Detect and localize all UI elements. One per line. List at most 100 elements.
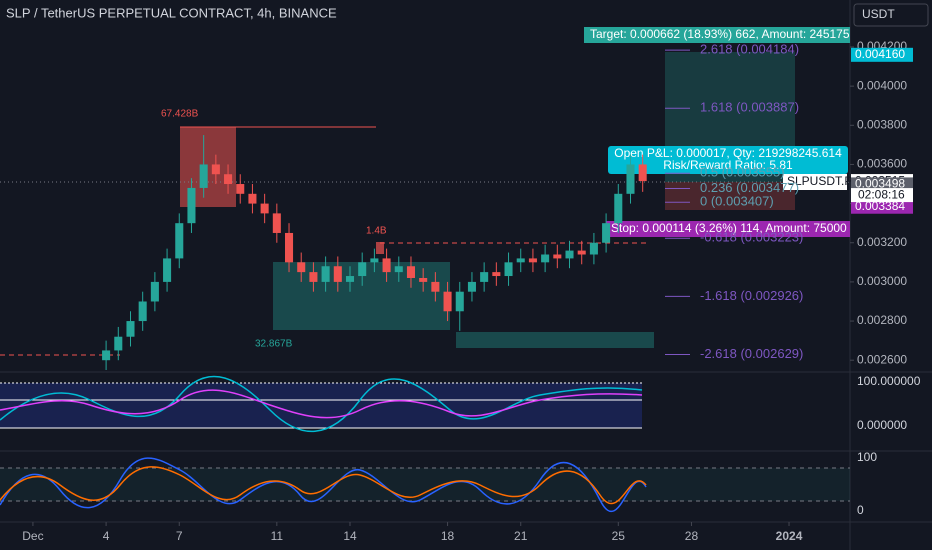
candle-body bbox=[126, 321, 135, 337]
candle-body bbox=[370, 258, 379, 263]
stop-zone bbox=[665, 182, 795, 210]
candle-body bbox=[211, 164, 220, 175]
candle-body bbox=[394, 266, 403, 273]
pane2-tick: 0 bbox=[857, 503, 864, 517]
y-tick-label: 0.003600 bbox=[857, 157, 907, 171]
candle-body bbox=[419, 277, 428, 282]
candle-body bbox=[406, 266, 415, 278]
fib-label: -2.618 (0.002629) bbox=[700, 346, 803, 361]
y-tick-label: 0.004000 bbox=[857, 78, 907, 92]
candle-body bbox=[309, 272, 318, 282]
currency-label[interactable]: USDT bbox=[862, 7, 895, 21]
candle-body bbox=[602, 223, 611, 243]
currency-button[interactable] bbox=[853, 3, 929, 27]
chart-title: SLP / TetherUS PERPETUAL CONTRACT, 4h, B… bbox=[6, 5, 337, 20]
oscillator-line bbox=[0, 389, 643, 419]
candle-body bbox=[358, 262, 367, 277]
y-tick-label: 0.003800 bbox=[857, 117, 907, 131]
fib-label: 2.618 (0.004184) bbox=[700, 42, 799, 57]
volume-label: 32.867B bbox=[255, 339, 293, 350]
candle-body bbox=[492, 272, 501, 277]
y-tick-label: 0.002800 bbox=[857, 313, 907, 327]
stop-label: Stop: 0.000114 (3.26%) 114, Amount: 7500… bbox=[611, 221, 847, 235]
volume-label: 1.4B bbox=[366, 226, 387, 237]
candle-body bbox=[236, 184, 245, 194]
pnl-badge bbox=[608, 146, 848, 174]
candle-body bbox=[224, 174, 233, 185]
countdown-badge bbox=[851, 188, 913, 203]
candle-body bbox=[138, 301, 147, 322]
candle-body bbox=[285, 232, 294, 263]
oscillator-band bbox=[0, 383, 642, 428]
target-badge bbox=[584, 27, 850, 43]
stop-badge bbox=[606, 221, 850, 237]
candle-body bbox=[150, 281, 159, 302]
candle-body bbox=[345, 276, 355, 282]
price-badge bbox=[851, 47, 913, 62]
pane1-tick: 100.000000 bbox=[857, 374, 921, 388]
candle-body bbox=[175, 223, 184, 259]
fib-label: 0.236 (0.003477) bbox=[700, 180, 799, 195]
candle-body bbox=[272, 213, 281, 233]
candle-body bbox=[102, 350, 111, 361]
y-tick-label: 0.003200 bbox=[857, 235, 907, 249]
x-tick-label: Dec bbox=[22, 529, 43, 543]
x-tick-label: 25 bbox=[612, 529, 626, 543]
y-tick-label: 0.003000 bbox=[857, 274, 907, 288]
fib-label: 0 (0.003407) bbox=[700, 194, 774, 209]
candle-body bbox=[504, 262, 513, 277]
x-tick-label: 4 bbox=[103, 529, 110, 543]
candle-body bbox=[589, 242, 598, 255]
x-tick-label: 28 bbox=[685, 529, 699, 543]
candle-body bbox=[528, 258, 537, 263]
fib-label: -1.618 (0.002926) bbox=[700, 288, 803, 303]
fib-label: 1.618 (0.003887) bbox=[700, 100, 799, 115]
candle-body bbox=[577, 250, 586, 255]
volume-label: 67.428B bbox=[161, 109, 199, 120]
candle-body bbox=[443, 291, 452, 312]
candle-body bbox=[638, 164, 647, 182]
stoch-band bbox=[0, 468, 850, 501]
candle-body bbox=[199, 164, 208, 188]
pnl-label: Open P&L: 0.000017, Qty: 219298245.614 bbox=[614, 146, 842, 160]
volume-profile-box bbox=[456, 332, 654, 348]
symbol-badge bbox=[783, 174, 847, 190]
target-label: Target: 0.000662 (18.93%) 662, Amount: 2… bbox=[590, 27, 850, 41]
candle-body bbox=[163, 258, 172, 282]
candle-body bbox=[114, 336, 123, 351]
x-tick-label: 11 bbox=[271, 529, 284, 543]
price-badge bbox=[851, 199, 913, 214]
x-tick-label: 7 bbox=[176, 529, 183, 543]
price-badge-label: 0.004160 bbox=[855, 47, 905, 61]
candle-body bbox=[321, 266, 330, 282]
candle-body bbox=[260, 203, 269, 214]
candle-body bbox=[431, 281, 440, 292]
candle-body bbox=[248, 193, 257, 204]
symbol-label: SLPUSDT.P bbox=[787, 174, 852, 188]
candle-body bbox=[565, 250, 574, 259]
profile-marker bbox=[376, 242, 384, 254]
price-badge-label: 0.003498 bbox=[855, 177, 905, 191]
rr-label: Risk/Reward Ratio: 5.81 bbox=[663, 158, 793, 172]
candle-body bbox=[541, 254, 550, 263]
pane1-tick: 0.000000 bbox=[857, 418, 907, 432]
candle-body bbox=[187, 187, 196, 224]
fib-label: -0.618 (0.003223) bbox=[700, 230, 803, 245]
price-badge-label: 0.003384 bbox=[855, 199, 905, 213]
x-tick-label: 21 bbox=[514, 529, 528, 543]
candle-body bbox=[455, 291, 464, 312]
pane2-tick: 100 bbox=[857, 450, 877, 464]
candle-body bbox=[297, 262, 306, 273]
price-badge bbox=[851, 177, 913, 192]
x-tick-label: 18 bbox=[441, 529, 455, 543]
oscillator-line bbox=[0, 375, 643, 432]
candle-body bbox=[626, 164, 635, 194]
x-tick-label: 2024 bbox=[776, 529, 803, 543]
candle-body bbox=[614, 193, 623, 224]
stoch-d bbox=[0, 466, 647, 505]
candle-body bbox=[516, 258, 525, 263]
candle-body bbox=[480, 272, 489, 282]
fib-label: 0.5 (0.003555) bbox=[700, 165, 785, 180]
y-tick-label: 0.002600 bbox=[857, 352, 907, 366]
